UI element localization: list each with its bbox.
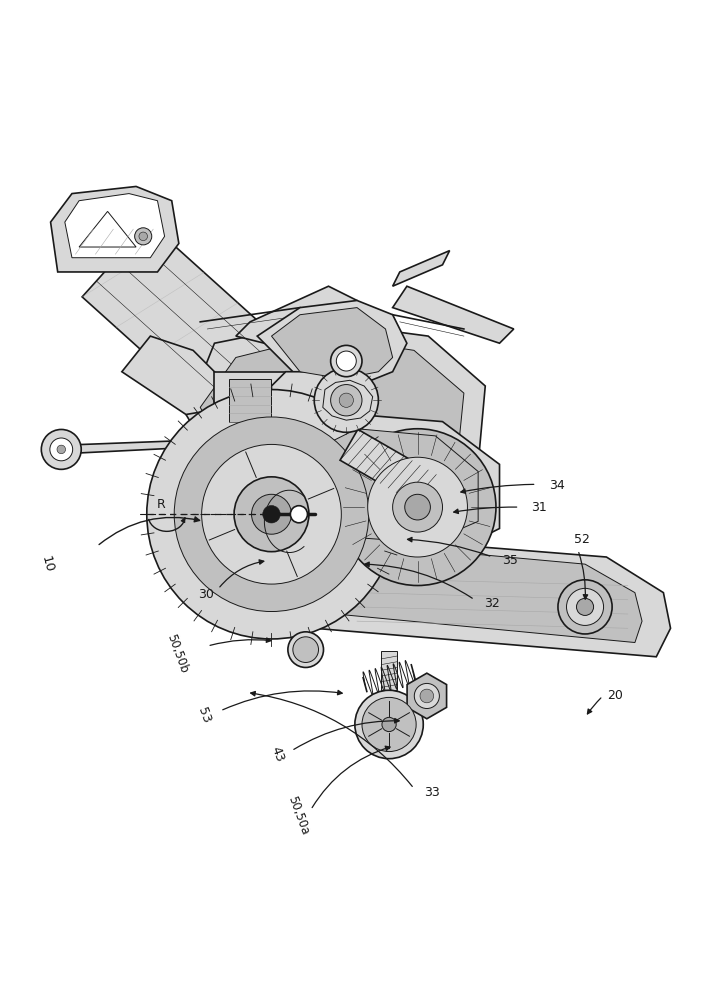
Polygon shape (393, 286, 514, 343)
Polygon shape (340, 429, 438, 507)
Circle shape (336, 351, 356, 371)
Circle shape (339, 429, 496, 586)
Text: 33: 33 (424, 786, 440, 799)
Circle shape (331, 345, 362, 377)
Circle shape (147, 390, 396, 639)
Text: 50,50b: 50,50b (164, 632, 191, 675)
Polygon shape (236, 286, 357, 343)
Circle shape (558, 580, 612, 634)
Text: R: R (156, 498, 166, 511)
Circle shape (57, 445, 66, 454)
Circle shape (368, 457, 468, 557)
Circle shape (263, 506, 280, 523)
Circle shape (135, 228, 152, 245)
Polygon shape (271, 372, 350, 443)
Polygon shape (293, 429, 478, 543)
Circle shape (331, 385, 362, 416)
Polygon shape (122, 336, 236, 414)
Circle shape (139, 232, 148, 241)
Polygon shape (257, 300, 407, 386)
Polygon shape (65, 439, 214, 454)
Polygon shape (271, 414, 500, 557)
Polygon shape (307, 550, 642, 643)
Circle shape (314, 368, 378, 432)
Circle shape (566, 588, 603, 625)
Polygon shape (286, 543, 670, 657)
Polygon shape (228, 379, 271, 422)
Polygon shape (393, 251, 450, 286)
Circle shape (288, 632, 323, 667)
Circle shape (405, 494, 431, 520)
Circle shape (251, 494, 291, 534)
Polygon shape (65, 194, 165, 258)
Circle shape (201, 444, 341, 584)
Text: 34: 34 (548, 479, 564, 492)
Circle shape (414, 683, 439, 709)
Polygon shape (246, 371, 324, 454)
Polygon shape (200, 336, 464, 507)
Polygon shape (271, 308, 393, 379)
Polygon shape (407, 673, 446, 719)
Circle shape (576, 598, 593, 615)
Circle shape (291, 506, 308, 523)
Circle shape (50, 438, 73, 461)
Circle shape (393, 482, 443, 532)
Text: 10: 10 (39, 554, 56, 574)
Text: 30: 30 (198, 588, 214, 601)
Circle shape (382, 717, 396, 732)
Circle shape (362, 697, 416, 752)
Bar (381, 651, 397, 690)
Circle shape (174, 417, 368, 612)
Text: 43: 43 (268, 745, 286, 764)
Circle shape (339, 393, 353, 407)
Circle shape (420, 689, 433, 703)
Text: 32: 32 (485, 597, 501, 610)
Circle shape (234, 477, 309, 552)
Text: 52: 52 (573, 533, 590, 546)
Polygon shape (51, 186, 178, 272)
Circle shape (41, 429, 81, 469)
Text: 20: 20 (607, 689, 623, 702)
Text: 31: 31 (531, 501, 547, 514)
Text: 50,50a: 50,50a (286, 794, 311, 837)
Polygon shape (214, 372, 286, 429)
Circle shape (355, 690, 423, 759)
Polygon shape (186, 322, 486, 521)
Circle shape (293, 637, 318, 662)
Polygon shape (82, 223, 318, 449)
Text: 53: 53 (195, 706, 213, 725)
Text: 35: 35 (502, 554, 518, 567)
